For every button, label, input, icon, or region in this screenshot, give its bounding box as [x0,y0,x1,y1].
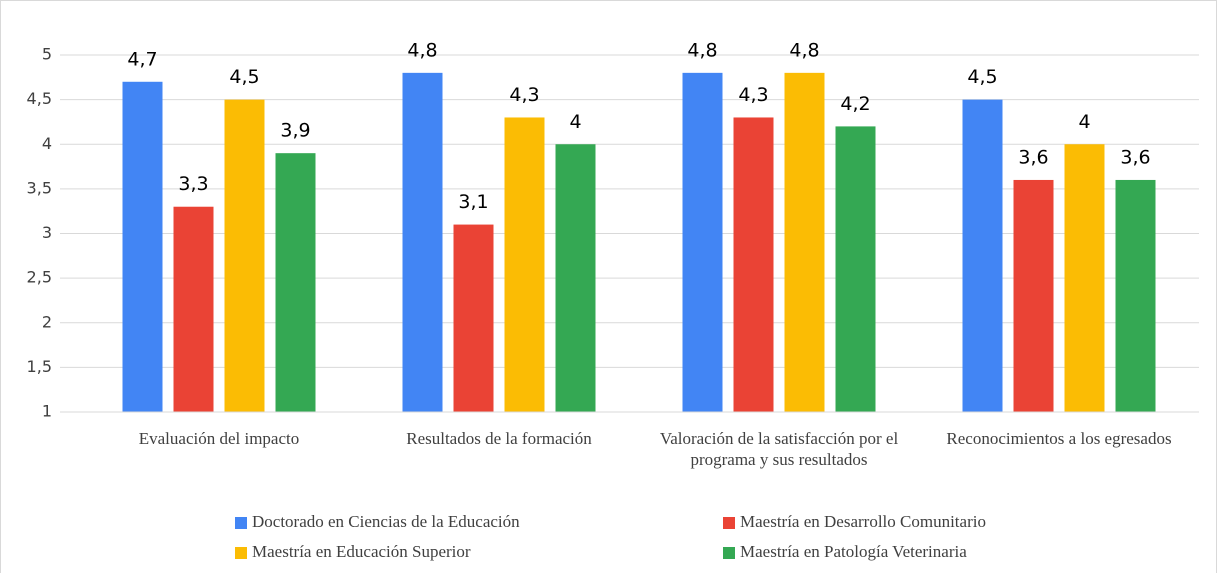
legend-swatch [235,517,247,529]
y-tick-label: 3 [42,223,52,242]
x-tick-label-box: Evaluación del impacto [138,429,300,448]
bar [1064,144,1105,412]
x-tick-label: Evaluación del impacto [138,429,300,448]
bar [173,206,214,412]
y-tick-label: 4,5 [27,89,52,108]
legend-label: Maestría en Desarrollo Comunitario [740,512,986,531]
bar [733,117,774,412]
y-tick-label: 1 [42,402,52,421]
data-label: 3,1 [458,191,488,213]
data-label: 4,8 [687,39,717,61]
x-tick-label: Reconocimientos a los egresados [946,429,1172,448]
legend-swatch [723,517,735,529]
legend-label: Maestría en Patología Veterinaria [740,542,967,561]
x-tick-label-box: Resultados de la formación [406,429,592,448]
y-tick-label: 1,5 [27,357,52,376]
y-tick-label: 4 [42,134,52,153]
bar [835,126,876,413]
data-label: 4,8 [407,39,437,61]
data-label: 4 [569,111,581,133]
bar [453,224,494,412]
y-tick-label: 3,5 [27,178,52,197]
x-tick-label: Resultados de la formación [406,429,592,448]
bar [122,81,163,413]
y-tick-label: 2 [42,312,52,331]
data-label: 4,7 [127,48,157,70]
data-label: 4,2 [840,93,870,115]
bar [504,117,545,412]
data-label: 3,6 [1120,146,1150,168]
x-tick-label-box: Valoración de la satisfacción por el pro… [659,429,899,469]
data-label: 4,3 [509,84,539,106]
legend-swatch [235,547,247,559]
y-tick-label: 2,5 [27,268,52,287]
legend-label: Doctorado en Ciencias de la Educación [252,512,520,531]
data-label: 3,6 [1018,146,1048,168]
legend-label: Maestría en Educación Superior [252,542,471,561]
data-label: 4,3 [738,84,768,106]
data-label: 3,3 [178,173,208,195]
bar [784,72,825,412]
bar [1115,179,1156,412]
bar [275,153,316,413]
x-tick-label: Valoración de la satisfacción por el pro… [659,429,899,469]
y-tick-label: 5 [42,45,52,64]
bar [682,72,723,412]
bar [224,99,265,412]
legend-swatch [723,547,735,559]
data-label: 4,8 [789,39,819,61]
bar [402,72,443,412]
data-label: 4 [1078,111,1090,133]
data-label: 4,5 [229,66,259,88]
x-tick-label-box: Reconocimientos a los egresados [946,429,1172,448]
data-label: 4,5 [967,66,997,88]
bar [1013,179,1054,412]
data-label: 3,9 [280,120,310,142]
bar [962,99,1003,412]
bar [555,144,596,412]
